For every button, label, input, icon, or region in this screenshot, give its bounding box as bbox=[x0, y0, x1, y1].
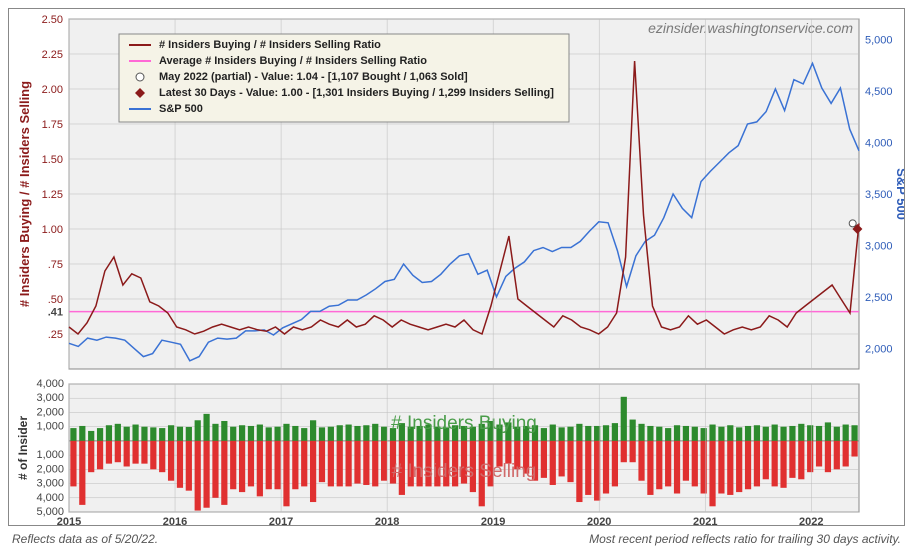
svg-text:2,000: 2,000 bbox=[36, 463, 64, 475]
legend-item: May 2022 (partial) - Value: 1.04 - [1,10… bbox=[159, 71, 468, 83]
left-axis-title: # Insiders Buying / # Insiders Selling bbox=[17, 81, 32, 307]
footer-left-text: Reflects data as of 5/20/22. bbox=[12, 532, 158, 546]
svg-text:3,000: 3,000 bbox=[865, 240, 893, 252]
legend-item: S&P 500 bbox=[159, 103, 203, 115]
x-year-label: 2022 bbox=[799, 516, 823, 525]
svg-text:2.25: 2.25 bbox=[42, 49, 63, 61]
svg-text:2.00: 2.00 bbox=[42, 84, 63, 96]
svg-text:1.00: 1.00 bbox=[42, 224, 63, 236]
svg-text:4,500: 4,500 bbox=[865, 86, 893, 98]
buying-overlay-label: # Insiders Buying bbox=[391, 413, 537, 434]
may2022-marker bbox=[849, 220, 856, 227]
svg-text:3,000: 3,000 bbox=[36, 392, 64, 404]
svg-text:3,500: 3,500 bbox=[865, 189, 893, 201]
svg-text:4,000: 4,000 bbox=[36, 378, 64, 390]
footer-right-text: Most recent period reflects ratio for tr… bbox=[589, 532, 901, 546]
selling-overlay-label: # Insiders Selling bbox=[392, 461, 537, 482]
svg-text:4,000: 4,000 bbox=[36, 492, 64, 504]
svg-text:4,000: 4,000 bbox=[865, 138, 893, 150]
x-year-label: 2015 bbox=[57, 516, 81, 525]
svg-text:5,000: 5,000 bbox=[865, 35, 893, 47]
watermark: ezinsider.washingtonservice.com bbox=[648, 20, 853, 36]
chart-container: ezinsider.washingtonservice.com .25 .50 .75… bbox=[8, 8, 905, 526]
svg-text:.25: .25 bbox=[48, 329, 63, 341]
svg-text:2,000: 2,000 bbox=[36, 406, 64, 418]
bottom-y-title: # of Insider bbox=[16, 416, 30, 480]
x-year-label: 2019 bbox=[481, 516, 505, 525]
svg-text:.50: .50 bbox=[48, 294, 63, 306]
legend-item: # Insiders Buying / # Insiders Selling R… bbox=[159, 39, 381, 51]
svg-text:2.50: 2.50 bbox=[42, 14, 63, 26]
x-year-label: 2016 bbox=[163, 516, 187, 525]
svg-text:1.75: 1.75 bbox=[42, 119, 63, 131]
svg-text:3,000: 3,000 bbox=[36, 478, 64, 490]
right-axis-title: S&P 500 bbox=[894, 168, 904, 220]
svg-text:.41: .41 bbox=[48, 307, 63, 319]
svg-text:2,500: 2,500 bbox=[865, 292, 893, 304]
svg-text:2,000: 2,000 bbox=[865, 343, 893, 355]
legend-item: Latest 30 Days - Value: 1.00 - [1,301 In… bbox=[159, 87, 554, 99]
chart-svg: ezinsider.washingtonservice.com .25 .50 .75… bbox=[9, 9, 904, 525]
svg-text:.75: .75 bbox=[48, 259, 63, 271]
x-year-label: 2020 bbox=[587, 516, 611, 525]
svg-text:1.50: 1.50 bbox=[42, 154, 63, 166]
footer-row: Reflects data as of 5/20/22. Most recent… bbox=[8, 526, 905, 546]
legend-item: Average # Insiders Buying / # Insiders S… bbox=[159, 55, 427, 67]
svg-text:1.25: 1.25 bbox=[42, 189, 63, 201]
svg-text:1,000: 1,000 bbox=[36, 421, 64, 433]
svg-text:1,000: 1,000 bbox=[36, 449, 64, 461]
x-year-label: 2017 bbox=[269, 516, 293, 525]
x-year-label: 2021 bbox=[693, 516, 717, 525]
x-year-label: 2018 bbox=[375, 516, 399, 525]
